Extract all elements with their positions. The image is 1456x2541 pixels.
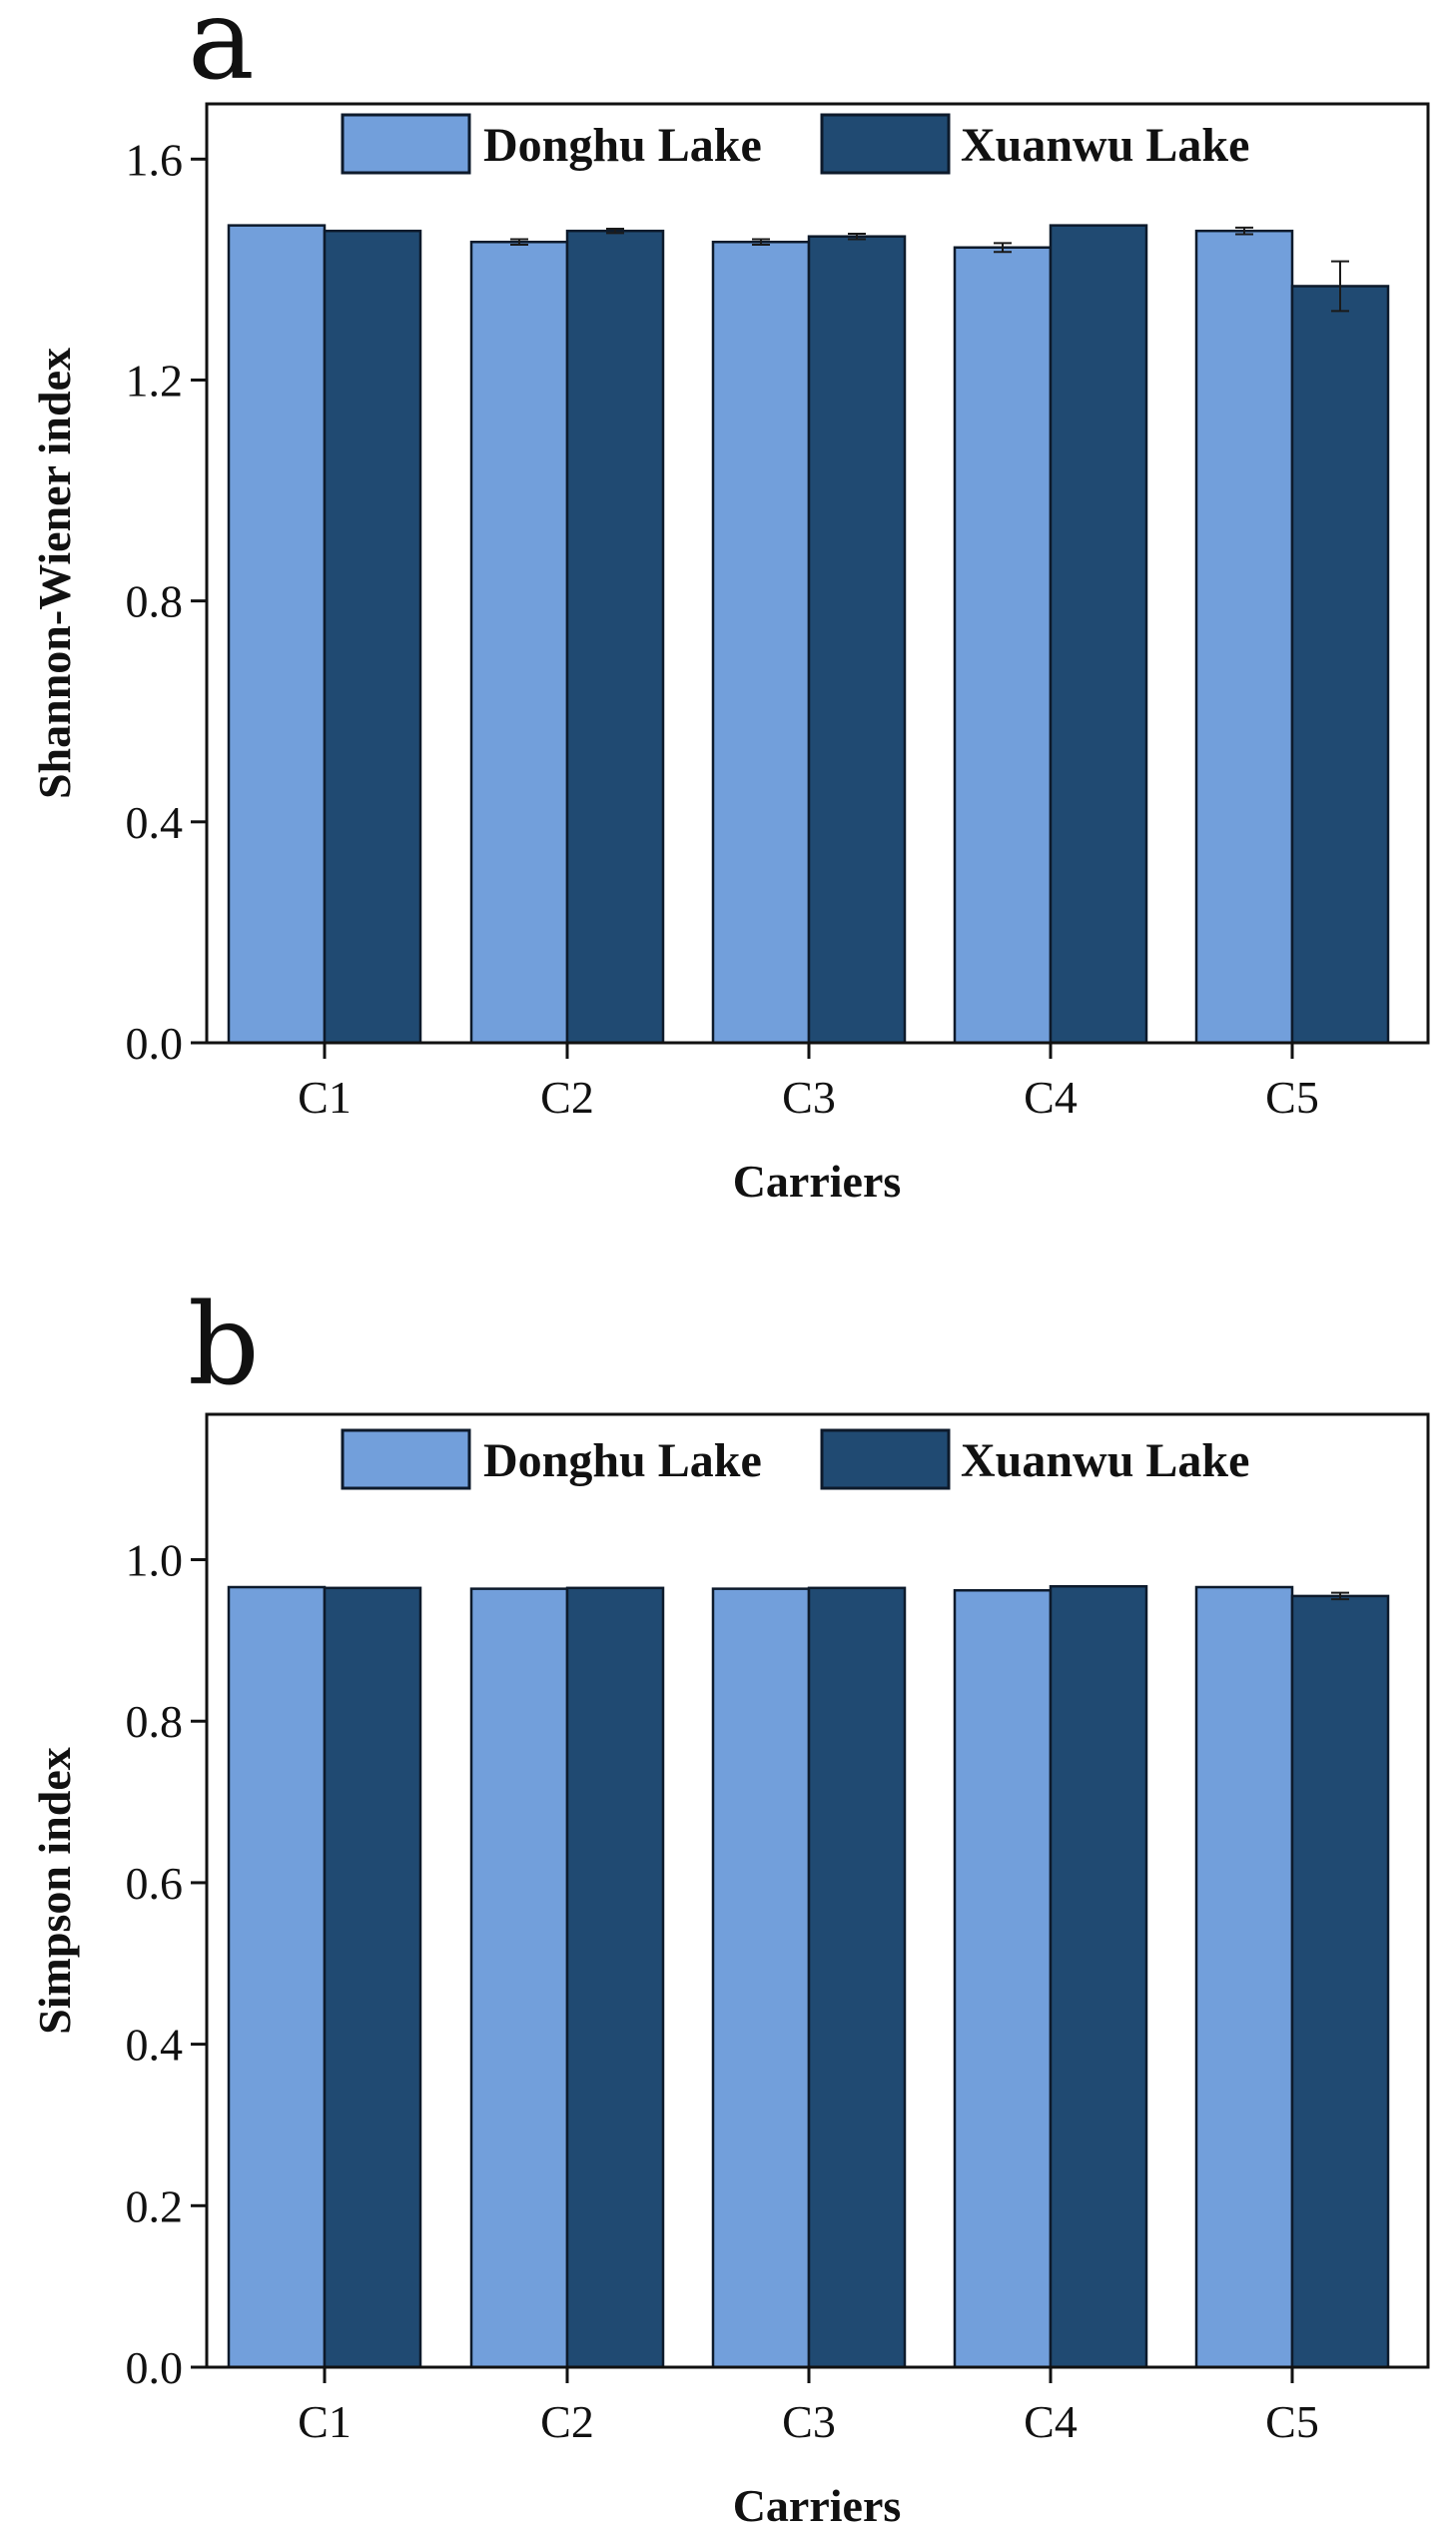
bar-donghu-c1: [227, 1585, 327, 2369]
error-bar: [1235, 226, 1253, 236]
error-bar: [1331, 260, 1349, 313]
y-tick-label: 0.2: [126, 2180, 184, 2231]
legend-swatch-xuanwu-lake: [820, 113, 951, 175]
y-tick-label: 0.0: [126, 1018, 184, 1069]
bar-xuanwu-c2: [565, 1586, 665, 2369]
x-tick-label: C2: [540, 1072, 594, 1123]
x-tick-label: C2: [540, 2396, 594, 2447]
bar-xuanwu-c3: [807, 235, 907, 1045]
legend-label-xuanwu-lake: Xuanwu Lake: [961, 1434, 1249, 1487]
bar-xuanwu-c3: [807, 1586, 907, 2369]
panel-a: a 0.0 0.4 0.8 1.2 1.6 C1 C2 C3 C4 C5 Donghu Lake…: [29, 0, 1430, 1207]
bar-donghu-c3: [711, 240, 811, 1045]
x-tick-label: C3: [782, 2396, 836, 2447]
y-tick-label: 1.6: [126, 134, 184, 185]
error-bar: [510, 238, 528, 246]
y-tick-label: 1.0: [126, 1535, 184, 1586]
bar-donghu-c4: [953, 1588, 1053, 2369]
bar-donghu-c2: [469, 240, 569, 1045]
x-tick-label: C5: [1265, 1072, 1319, 1123]
panel-a-plot-frame: [205, 102, 1430, 1045]
error-bar: [848, 232, 866, 241]
x-tick-label: C3: [782, 1072, 836, 1123]
x-tick-label: C1: [298, 1072, 352, 1123]
panel-b-y-axis-title: Simpson index: [29, 1747, 80, 2035]
panel-b-plot-frame: [205, 1412, 1430, 2369]
bar-xuanwu-c1: [323, 229, 422, 1045]
bar-xuanwu-c4: [1049, 224, 1148, 1045]
panel-a-letter: a: [188, 0, 255, 105]
error-bar: [606, 227, 624, 235]
error-bar: [994, 242, 1012, 254]
x-tick-label: C1: [298, 2396, 352, 2447]
panel-a-legend: Donghu Lake Xuanwu Lake: [341, 113, 1249, 175]
x-tick-label: C5: [1265, 2396, 1319, 2447]
panel-b-letter: b: [188, 1280, 260, 1410]
bar-donghu-c1: [227, 224, 327, 1045]
y-tick-label: 0.0: [126, 2342, 184, 2393]
y-tick-label: 0.8: [126, 1696, 184, 1747]
panel-b-x-ticks: C1 C2 C3 C4 C5: [298, 2367, 1319, 2447]
y-tick-label: 0.6: [126, 1858, 184, 1909]
error-bar: [752, 238, 770, 246]
bar-donghu-c4: [953, 246, 1053, 1045]
bar-donghu-c5: [1194, 1585, 1294, 2369]
bar-donghu-c3: [711, 1587, 811, 2369]
legend-label-donghu-lake: Donghu Lake: [483, 119, 762, 172]
panel-a-y-axis-title: Shannon-Wiener index: [29, 348, 80, 799]
panel-b-bars: [227, 1584, 1390, 2369]
legend-label-xuanwu-lake: Xuanwu Lake: [961, 119, 1249, 172]
panel-b-error-bars: [1331, 1591, 1349, 1601]
y-tick-label: 1.2: [126, 355, 184, 406]
x-tick-label: C4: [1024, 1072, 1078, 1123]
bar-donghu-c2: [469, 1587, 569, 2369]
y-tick-label: 0.4: [126, 2020, 184, 2071]
panel-b-y-ticks: 0.0 0.2 0.4 0.6 0.8 1.0: [126, 1535, 207, 2393]
bar-xuanwu-c5: [1290, 285, 1390, 1045]
bar-xuanwu-c1: [323, 1586, 422, 2369]
panel-b: b 0.0 0.2 0.4 0.6 0.8 1.0 C1 C2 C3 C4 C5 Donghu L…: [29, 1280, 1430, 2531]
legend-swatch-donghu-lake: [341, 113, 471, 175]
panel-a-error-bars: [510, 226, 1349, 313]
panel-a-y-ticks: 0.0 0.4 0.8 1.2 1.6: [126, 134, 207, 1069]
error-bar: [1331, 1591, 1349, 1601]
legend-label-donghu-lake: Donghu Lake: [483, 1434, 762, 1487]
panel-b-legend: Donghu Lake Xuanwu Lake: [341, 1428, 1249, 1490]
panel-a-x-axis-title: Carriers: [733, 1156, 902, 1207]
panel-b-x-axis-title: Carriers: [733, 2480, 902, 2531]
panel-a-x-ticks: C1 C2 C3 C4 C5: [298, 1043, 1319, 1123]
bar-donghu-c5: [1194, 229, 1294, 1045]
bar-xuanwu-c2: [565, 229, 665, 1045]
y-tick-label: 0.4: [126, 797, 184, 848]
legend-swatch-donghu-lake: [341, 1428, 471, 1490]
x-tick-label: C4: [1024, 2396, 1078, 2447]
y-tick-label: 0.8: [126, 576, 184, 627]
panel-a-bars: [227, 224, 1390, 1045]
bar-xuanwu-c4: [1049, 1584, 1148, 2369]
legend-swatch-xuanwu-lake: [820, 1428, 951, 1490]
bar-xuanwu-c5: [1290, 1594, 1390, 2369]
